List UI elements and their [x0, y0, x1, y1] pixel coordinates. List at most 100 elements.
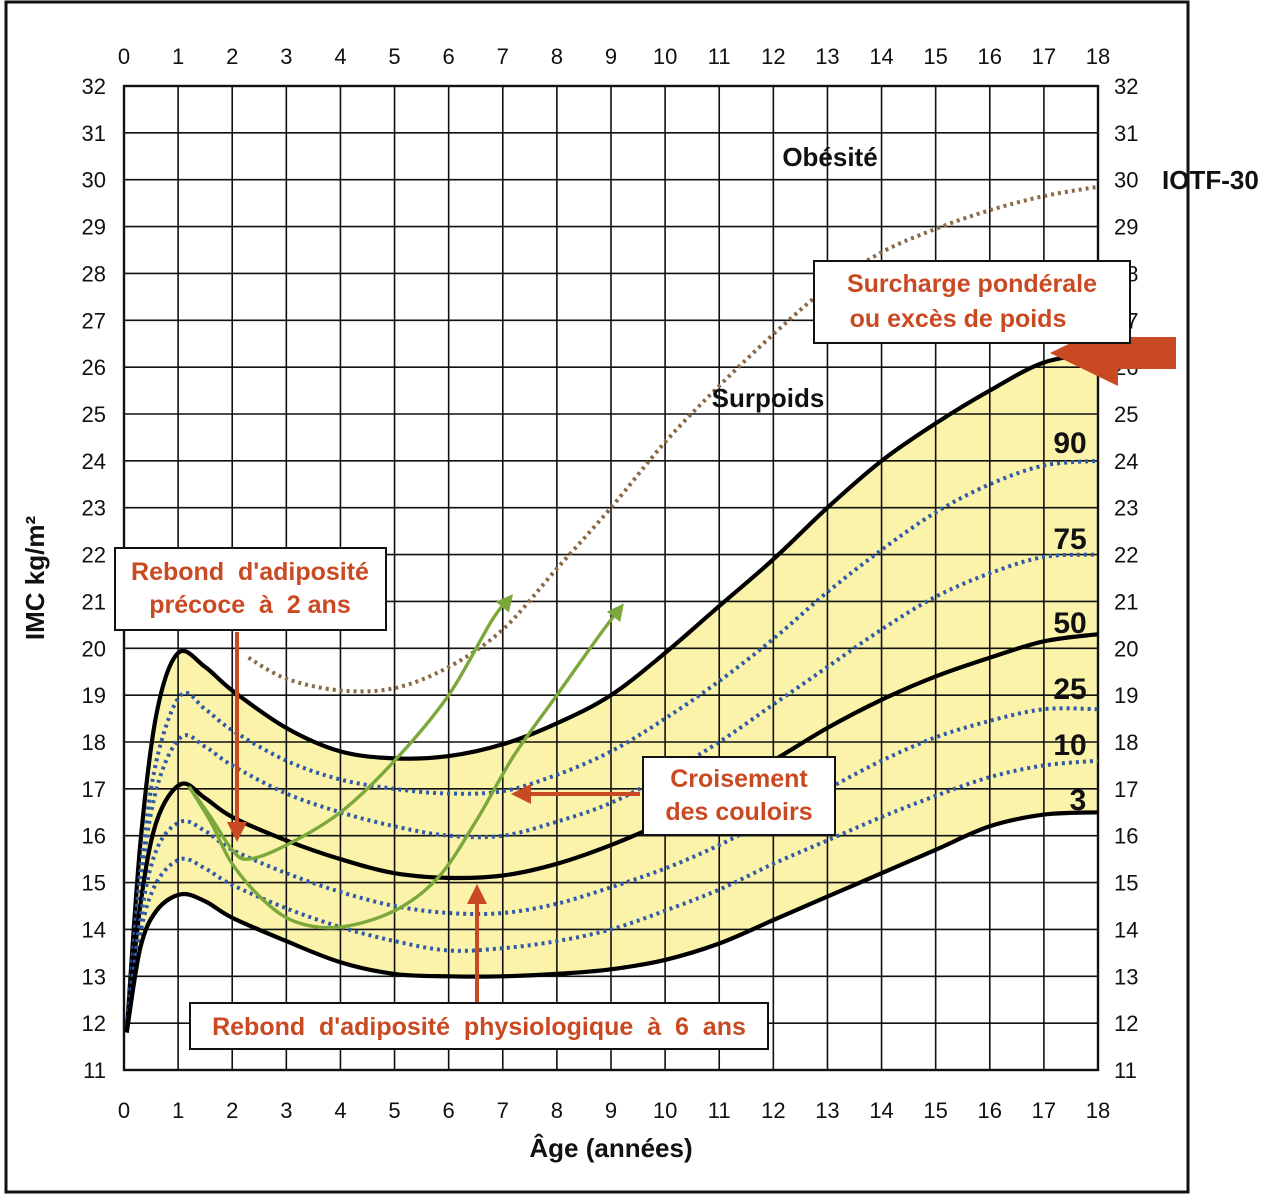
- x-tick-bottom-13: 13: [815, 1098, 839, 1123]
- y-tick-right-22: 22: [1114, 543, 1138, 568]
- outer-frame: [4, 0, 1190, 1194]
- y-tick-left-19: 19: [82, 683, 106, 708]
- y-tick-left-30: 30: [82, 168, 106, 193]
- y-tick-right-29: 29: [1114, 215, 1138, 240]
- x-tick-bottom-6: 6: [443, 1098, 455, 1123]
- x-tick-top-14: 14: [869, 44, 893, 69]
- curve-p75: [124, 552, 1099, 1033]
- x-tick-top-10: 10: [653, 44, 677, 69]
- y-tick-left-23: 23: [82, 496, 106, 521]
- pct-label-75: 75: [1053, 523, 1086, 556]
- x-tick-top-11: 11: [708, 44, 731, 69]
- pct-label-10: 10: [1053, 729, 1086, 762]
- label-surpoids: Surpoids: [712, 383, 825, 413]
- rebound-arrows: [187, 594, 624, 930]
- y-tick-left-18: 18: [82, 730, 106, 755]
- y-tick-right-11: 11: [1114, 1058, 1137, 1083]
- x-tick-bottom-16: 16: [978, 1098, 1002, 1123]
- curve-p50: [124, 632, 1099, 1033]
- y-tick-right-18: 18: [1114, 730, 1138, 755]
- percentile-curves: [124, 184, 1099, 1033]
- normal-zone: [126, 353, 1098, 1033]
- x-tick-top-9: 9: [605, 44, 617, 69]
- y-tick-right-14: 14: [1114, 917, 1138, 942]
- y-tick-left-27: 27: [82, 308, 106, 333]
- label-obesite: Obésité: [782, 142, 877, 172]
- x-tick-top-0: 0: [118, 44, 130, 69]
- pct-label-25: 25: [1053, 673, 1086, 706]
- y-tick-right-32: 32: [1114, 74, 1138, 99]
- x-tick-bottom-1: 1: [172, 1098, 184, 1123]
- y-tick-right-20: 20: [1114, 636, 1138, 661]
- x-tick-bottom-7: 7: [497, 1098, 509, 1123]
- rebond-physio-curve: [187, 603, 624, 930]
- y-tick-left-17: 17: [82, 777, 106, 802]
- x-tick-bottom-9: 9: [605, 1098, 617, 1123]
- x-tick-top-15: 15: [923, 44, 947, 69]
- svg-text:Rebond d'adiposité physiolog: Rebond d'adiposité physiologique à 6 ans: [212, 1013, 746, 1041]
- pct-label-50: 50: [1053, 607, 1086, 640]
- y-tick-right-31: 31: [1114, 121, 1138, 146]
- y-tick-left-32: 32: [82, 74, 106, 99]
- y-tick-right-13: 13: [1114, 964, 1138, 989]
- y-tick-right-12: 12: [1114, 1011, 1138, 1036]
- y-tick-right-25: 25: [1114, 402, 1138, 427]
- x-tick-top-13: 13: [815, 44, 839, 69]
- annotation-surcharge: Surcharge pondérale ou excès de poids: [813, 260, 1131, 344]
- y-tick-left-22: 22: [82, 543, 106, 568]
- y-tick-left-12: 12: [82, 1011, 106, 1036]
- y-axis-title: IMC kg/m²: [20, 516, 50, 641]
- x-tick-bottom-4: 4: [334, 1098, 346, 1123]
- y-tick-right-17: 17: [1114, 777, 1138, 802]
- x-tick-bottom-10: 10: [653, 1098, 677, 1123]
- x-tick-bottom-14: 14: [869, 1098, 893, 1123]
- x-tick-top-3: 3: [280, 44, 292, 69]
- svg-text:Surcharge pondérale: Surcharge pondérale: [847, 270, 1097, 298]
- y-tick-right-19: 19: [1114, 683, 1138, 708]
- y-tick-right-16: 16: [1114, 824, 1138, 849]
- svg-text:Rebond d'adiposité: Rebond d'adiposité: [131, 558, 369, 586]
- x-tick-bottom-0: 0: [118, 1098, 130, 1123]
- y-tick-left-26: 26: [82, 355, 106, 380]
- pct-label-90: 90: [1053, 427, 1086, 460]
- y-tick-right-21: 21: [1114, 589, 1138, 614]
- svg-text:des couloirs: des couloirs: [665, 798, 812, 826]
- x-tick-bottom-11: 11: [708, 1098, 731, 1123]
- label-iotf: IOTF-30: [1162, 165, 1259, 195]
- y-tick-right-15: 15: [1114, 871, 1138, 896]
- y-tick-left-28: 28: [82, 261, 106, 286]
- y-tick-right-30: 30: [1114, 168, 1138, 193]
- x-tick-top-18: 18: [1086, 44, 1110, 69]
- x-tick-top-16: 16: [978, 44, 1002, 69]
- x-tick-top-12: 12: [761, 44, 785, 69]
- svg-text:Croisement: Croisement: [670, 765, 808, 793]
- y-tick-left-24: 24: [82, 449, 106, 474]
- y-tick-right-24: 24: [1114, 449, 1138, 474]
- x-tick-bottom-8: 8: [551, 1098, 563, 1123]
- zone-fill: [126, 353, 1098, 1033]
- x-tick-top-17: 17: [1032, 44, 1056, 69]
- x-tick-top-4: 4: [334, 44, 346, 69]
- x-tick-bottom-18: 18: [1086, 1098, 1110, 1123]
- curve-p97: [124, 351, 1099, 1033]
- annotation-rebond-precoce: Rebond d'adiposité précoce à 2 ans: [114, 547, 387, 631]
- x-tick-top-6: 6: [443, 44, 455, 69]
- x-tick-top-1: 1: [172, 44, 184, 69]
- x-tick-bottom-3: 3: [280, 1098, 292, 1123]
- x-tick-top-7: 7: [497, 44, 509, 69]
- y-tick-left-15: 15: [82, 871, 106, 896]
- y-tick-left-31: 31: [82, 121, 106, 146]
- y-tick-left-21: 21: [82, 589, 106, 614]
- y-tick-left-25: 25: [82, 402, 106, 427]
- x-tick-bottom-15: 15: [923, 1098, 947, 1123]
- rebond-precoce-curve: [187, 594, 514, 861]
- curve-p25: [124, 706, 1099, 1033]
- y-tick-left-20: 20: [82, 636, 106, 661]
- x-axis-title: Âge (années): [529, 1133, 692, 1163]
- x-tick-top-5: 5: [388, 44, 400, 69]
- svg-text:ou excès de poids: ou excès de poids: [850, 305, 1067, 333]
- curve-p3: [124, 810, 1099, 1033]
- axis-ticks: 0011223344556677889910101111121213131414…: [82, 44, 1139, 1123]
- y-tick-left-11: 11: [83, 1058, 106, 1083]
